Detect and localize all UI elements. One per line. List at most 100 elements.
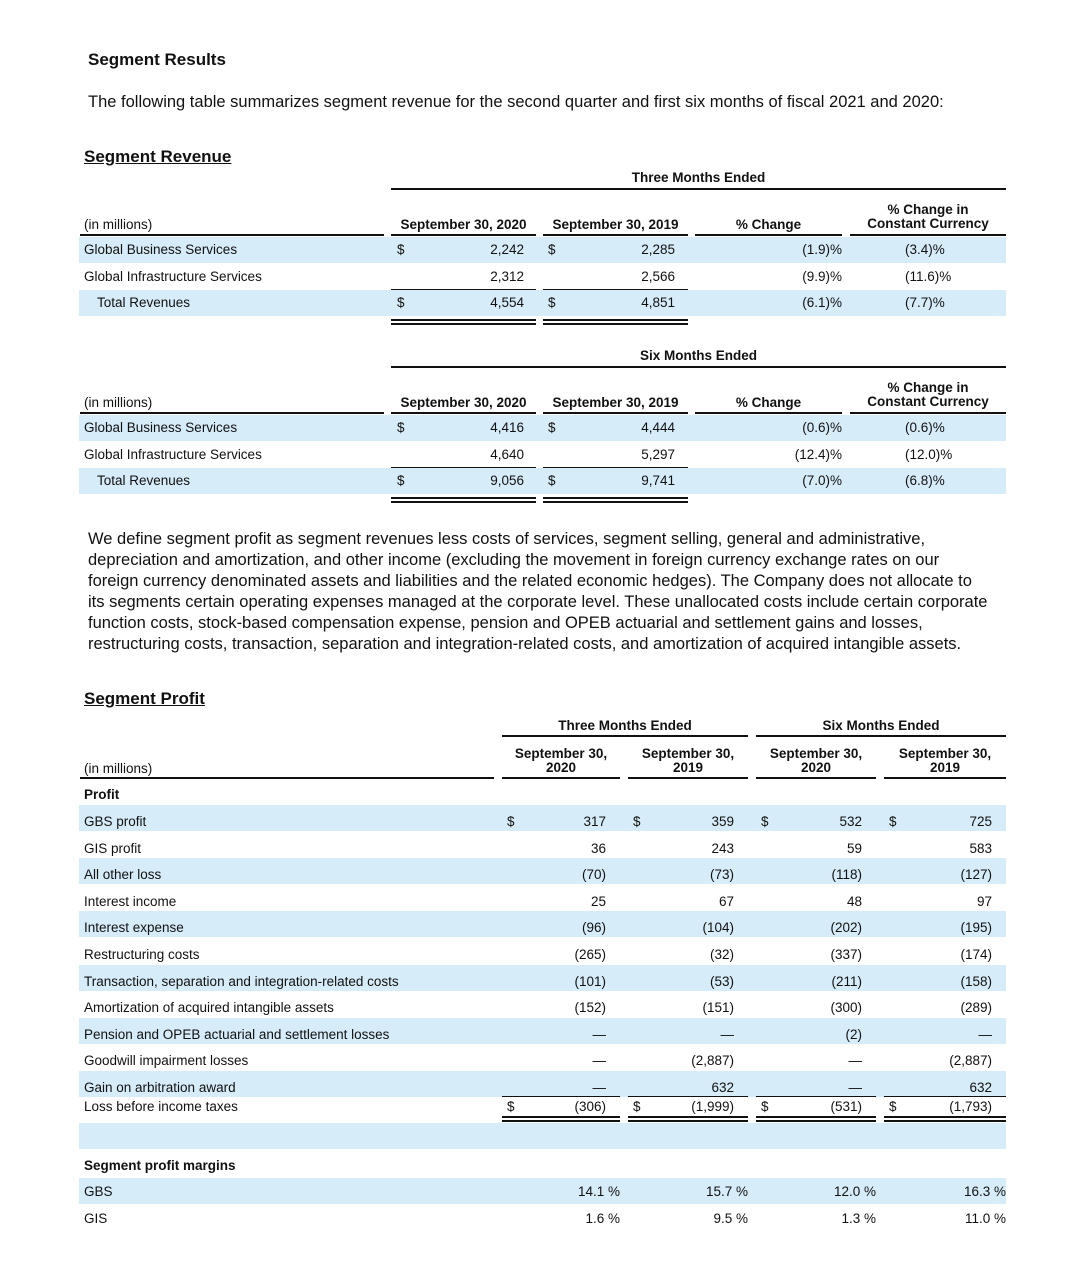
col-header-change: % Change (735, 217, 802, 232)
segment-profit-table: Three Months Ended Six Months Ended Septem… (0, 0, 1084, 1226)
value-3: (158) (960, 973, 992, 989)
currency-symbol: $ (761, 1098, 769, 1114)
col-header-change: % Change (735, 395, 802, 410)
value-0: — (592, 1080, 607, 1095)
row-label: Interest income (84, 893, 177, 909)
value-2019: 9,741 (641, 473, 675, 488)
value-1: (73) (709, 867, 734, 883)
currency-symbol: $ (633, 1098, 641, 1114)
segment-profit-title: Segment Profit (84, 689, 205, 708)
value-2: (211) (831, 973, 862, 989)
row-label: Global Infrastructure Services (84, 446, 262, 462)
unit-label: (in millions) (84, 761, 153, 776)
subtotal-rule (543, 289, 688, 290)
row-band (79, 1122, 1006, 1149)
value-1: 67 (718, 893, 734, 909)
row-label: GBS (84, 1184, 113, 1199)
header-rule (695, 234, 842, 236)
total-double-rule (502, 1119, 620, 1122)
value-2: (118) (831, 867, 862, 883)
value-constant-currency: (0.6)% (905, 420, 945, 435)
value-1: — (720, 1026, 735, 1042)
row-band (79, 290, 1006, 316)
row-band (79, 1017, 1006, 1044)
value-2020: 4,640 (490, 446, 524, 462)
value-1: (1,999) (691, 1098, 734, 1114)
col-header-1: September 30, 2019 (641, 746, 735, 775)
subtotal-rule (391, 289, 536, 290)
value-3: (1,793) (949, 1098, 992, 1114)
group-header-six-months: Six Months Ended (822, 718, 940, 733)
value-3: 632 (969, 1080, 992, 1095)
revenue-three-months-table: Three Months Ended (in millions) September… (0, 0, 1084, 325)
col-header-constant-currency: % Change in Constant Currency (867, 202, 989, 231)
value-3: 725 (969, 814, 992, 829)
value-2019: 2,566 (641, 268, 675, 284)
unit-label: (in millions) (84, 217, 153, 232)
subtotal-rule (391, 467, 536, 468)
row-label: Goodwill impairment losses (84, 1053, 249, 1069)
total-double-rule (543, 496, 688, 499)
row-label: GIS (84, 1211, 108, 1226)
row-label: Total Revenues (97, 295, 191, 310)
margin-value-0: 14.1 % (577, 1184, 620, 1199)
value-2: 48 (846, 893, 862, 909)
value-1: (151) (702, 1000, 734, 1016)
row-label: Total Revenues (97, 473, 191, 488)
total-double-rule (756, 1115, 876, 1118)
segment-profit-definition: We define segment profit as segment reve… (88, 530, 988, 653)
row-label: Amortization of acquired intangible asse… (84, 1000, 334, 1016)
subtotal-rule (756, 1095, 876, 1097)
value-0: — (592, 1026, 607, 1042)
row-band (79, 1178, 1006, 1204)
total-double-rule (884, 1119, 1006, 1122)
value-0: (101) (574, 973, 606, 989)
currency-symbol: $ (397, 295, 405, 310)
row-band (79, 911, 1006, 938)
value-1: (104) (702, 920, 734, 936)
col-header-2020: September 30, 2020 (400, 217, 527, 232)
subtotal-rule (628, 1095, 748, 1097)
header-rule (80, 777, 494, 779)
row-label: All other loss (84, 867, 162, 883)
subtotal-rule (502, 1095, 620, 1097)
header-rule (543, 234, 688, 236)
value-2020: 2,312 (490, 268, 524, 284)
value-0: 317 (583, 814, 606, 829)
period-header-rule (391, 188, 1006, 190)
value-0: (265) (574, 947, 606, 962)
value-3: 97 (976, 893, 992, 909)
row-label: Gain on arbitration award (84, 1080, 236, 1095)
group-header-rule (756, 735, 1006, 737)
row-label: Interest expense (84, 920, 184, 936)
currency-symbol: $ (548, 295, 556, 310)
col-header-0: September 30, 2020 (514, 746, 608, 775)
value-2: — (848, 1080, 863, 1095)
currency-symbol: $ (633, 814, 641, 829)
header-rule (628, 777, 748, 779)
value-3: (195) (960, 920, 992, 936)
currency-symbol: $ (397, 420, 405, 435)
segment-results-intro: The following table summarizes segment r… (88, 93, 944, 111)
row-label: Loss before income taxes (84, 1098, 238, 1114)
total-double-rule (628, 1119, 748, 1122)
header-rule (543, 412, 688, 414)
value-change: (6.1)% (802, 295, 842, 310)
value-1: 632 (711, 1080, 734, 1095)
value-3: (174) (960, 947, 992, 962)
value-2019: 2,285 (641, 242, 675, 257)
currency-symbol: $ (889, 1098, 897, 1114)
period-header: Three Months Ended (631, 170, 766, 185)
value-0: (96) (581, 920, 606, 936)
value-0: (152) (574, 1000, 606, 1016)
value-2019: 4,444 (641, 420, 675, 435)
row-label: Global Business Services (84, 242, 238, 257)
margin-value-3: 16.3 % (963, 1184, 1006, 1199)
row-band (79, 415, 1006, 441)
total-double-rule (391, 496, 536, 499)
header-rule (391, 412, 536, 414)
total-double-rule (884, 1115, 1006, 1118)
value-2: (202) (830, 920, 862, 936)
value-2020: 4,554 (490, 295, 524, 310)
value-2020: 4,416 (490, 420, 524, 435)
